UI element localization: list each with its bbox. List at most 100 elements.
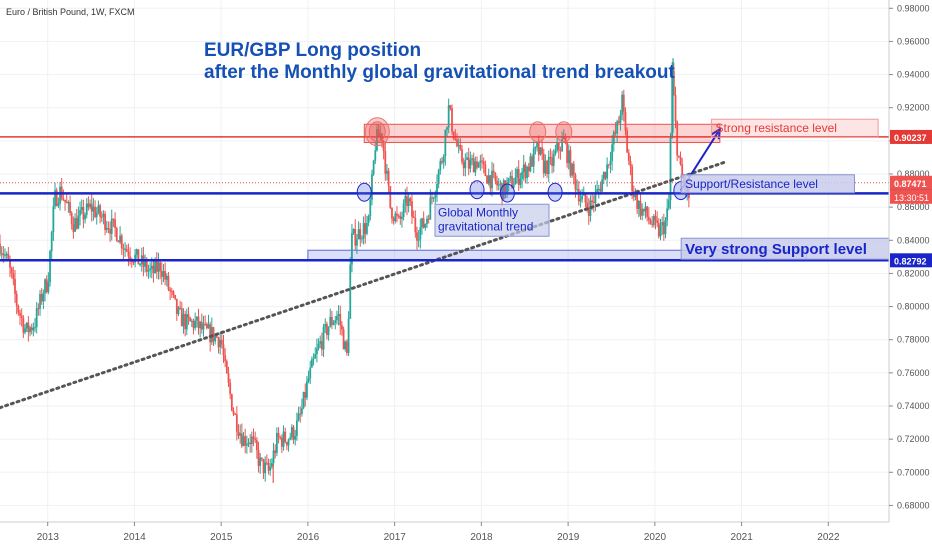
candle-body [646,206,649,217]
candle-body [57,203,60,206]
candle-body [194,320,197,329]
candle-body [441,161,443,163]
chart-title-line-1: EUR/GBP Long position [204,40,422,61]
candle-body [199,321,202,329]
candle-body [582,193,585,196]
candle-body [474,161,477,173]
candle-body [280,437,283,447]
candle-body [637,200,640,209]
candle-body [339,314,342,326]
candle-body [4,255,6,257]
candle-body [446,127,448,130]
candle-body [427,218,430,220]
candle-body [586,202,589,208]
candle-body [601,179,604,192]
candle-body [662,222,665,235]
candle-body [581,195,584,200]
candle-body [437,170,440,185]
candle-body [135,249,138,255]
candle-body [149,268,152,271]
candle-body [120,235,123,249]
candle-body [387,170,390,187]
price-tick-label: 0.78000 [897,335,930,345]
candle-body [322,326,325,350]
candle-body [344,341,347,350]
candle-body [145,261,148,272]
candle-body [49,251,51,283]
candle-body [536,142,538,147]
candle-body [556,142,558,151]
candle-body [35,308,38,328]
candle-body [167,275,170,290]
candle-body [399,215,402,219]
candle-body [402,203,405,217]
chart-title-line-2: after the Monthly global gravitational t… [204,62,675,83]
candle-body [469,159,472,169]
candle-body [302,392,305,409]
candle-body [357,229,360,240]
candle-body [289,437,292,440]
candle-body [599,188,602,192]
countdown-tag [890,189,932,204]
candle-body [567,150,570,164]
candle-body [666,208,669,221]
candle-body [74,218,76,232]
candle-body [219,339,222,348]
candle-body [557,142,560,151]
annotation-text: Very strong Support level [685,241,867,258]
candle-body [255,440,258,451]
candle-body [367,215,370,223]
candle-body [245,444,248,446]
candle-body [99,205,101,217]
candle-body [451,108,453,132]
candle-body [110,218,113,234]
candle-body [364,223,367,234]
candle-body [394,213,397,222]
candle-body [412,216,415,218]
candle-body [17,305,20,313]
candle-body [180,308,183,327]
candle-body [657,222,660,237]
candle-body [290,426,293,438]
candle-body [549,157,552,159]
candle-body [222,344,225,356]
candle-body [531,156,533,167]
candle-body [604,172,607,179]
candle-body [652,216,655,225]
price-tick-label: 0.96000 [897,36,930,46]
candle-body [512,184,515,188]
candle-body [647,216,650,221]
candle-body [240,433,243,446]
price-tick-label: 0.70000 [897,467,930,477]
candle-body [62,198,65,200]
candle-body [44,279,46,294]
candle-body [526,166,528,179]
candle-body [132,261,135,263]
candle-body [144,261,147,267]
candle-body [59,186,61,204]
candle-body [5,253,8,256]
candle-body [634,193,637,198]
candle-body [509,176,512,179]
candle-body [45,279,48,293]
candle-body [561,139,563,152]
candle-body [674,94,677,122]
candle-body [139,263,142,265]
candle-body [304,392,307,398]
candle-body [254,438,257,441]
candle-body [459,145,462,150]
candle-body [305,381,308,398]
support-touch-circle [356,182,372,202]
candle-body [2,253,5,256]
candle-body [164,271,167,280]
candle-body [20,315,23,318]
candle-body [596,189,599,193]
candle-body [147,270,150,272]
candle-body [522,164,525,173]
candle-body [115,228,118,241]
candle-body [456,139,458,147]
candle-body [79,210,81,216]
candle-body [521,172,523,179]
candle-body [679,156,682,165]
